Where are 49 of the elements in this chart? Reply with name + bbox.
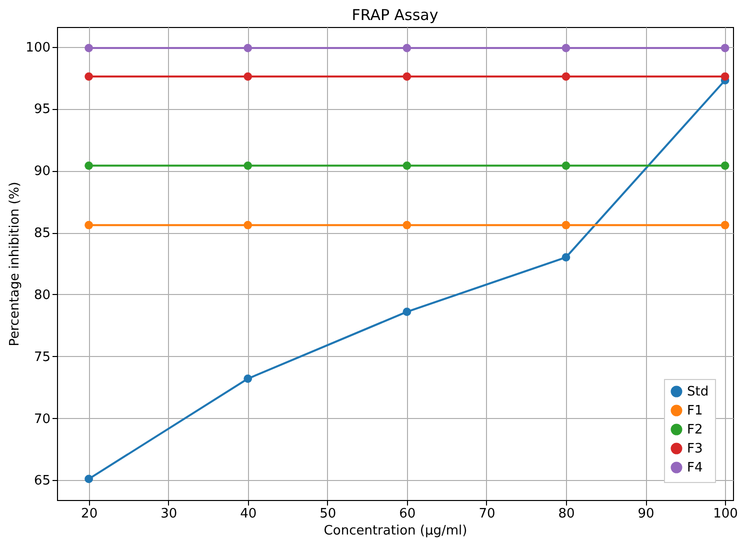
x-axis-title: Concentration (µg/ml) — [324, 524, 468, 538]
point — [720, 44, 730, 52]
point — [402, 162, 412, 170]
legend-label: F2 — [687, 422, 703, 438]
point — [84, 474, 93, 484]
x-tick-label: 40 — [240, 506, 257, 522]
point — [244, 220, 252, 230]
point — [244, 162, 252, 170]
point — [562, 72, 570, 81]
x-tick-label: 80 — [558, 506, 575, 522]
legend-label: Std — [687, 384, 709, 400]
chart-title: FRAP Assay — [352, 6, 438, 24]
y-tick-label: 75 — [34, 350, 50, 365]
point — [84, 162, 93, 170]
point — [402, 308, 412, 316]
point — [84, 72, 93, 81]
legend-label: F4 — [687, 460, 703, 476]
x-tick-label: 90 — [638, 506, 654, 522]
y-tick-label: 70 — [34, 412, 50, 427]
point — [562, 253, 570, 262]
y-tick-label: 90 — [34, 164, 50, 180]
x-tick-label: 50 — [320, 506, 336, 522]
legend-label: F3 — [687, 442, 703, 456]
point — [84, 220, 93, 230]
x-tick-label: 100 — [713, 506, 738, 522]
y-axis-title: Percentage inhibition (%) — [8, 182, 23, 346]
y-tick-label: 65 — [34, 474, 50, 489]
point — [562, 220, 570, 230]
point — [720, 220, 730, 230]
point — [244, 44, 252, 52]
y-tick-label: 80 — [34, 288, 50, 303]
point — [562, 162, 570, 170]
point — [402, 44, 412, 52]
x-tick-label: 70 — [478, 506, 496, 522]
y-tick-label: 95 — [34, 102, 50, 118]
point — [244, 374, 252, 383]
y-tick-label: 100 — [26, 40, 50, 56]
legend-label: F1 — [687, 404, 703, 418]
x-tick-label: 30 — [160, 506, 178, 522]
point — [402, 220, 412, 230]
x-tick-label: 20 — [81, 506, 98, 522]
x-tick-label: 60 — [399, 506, 416, 522]
point — [84, 44, 93, 52]
point — [562, 44, 570, 52]
point — [244, 72, 252, 81]
point — [720, 162, 730, 170]
point — [720, 72, 730, 81]
point — [402, 72, 412, 81]
y-tick-label: 85 — [34, 226, 50, 242]
